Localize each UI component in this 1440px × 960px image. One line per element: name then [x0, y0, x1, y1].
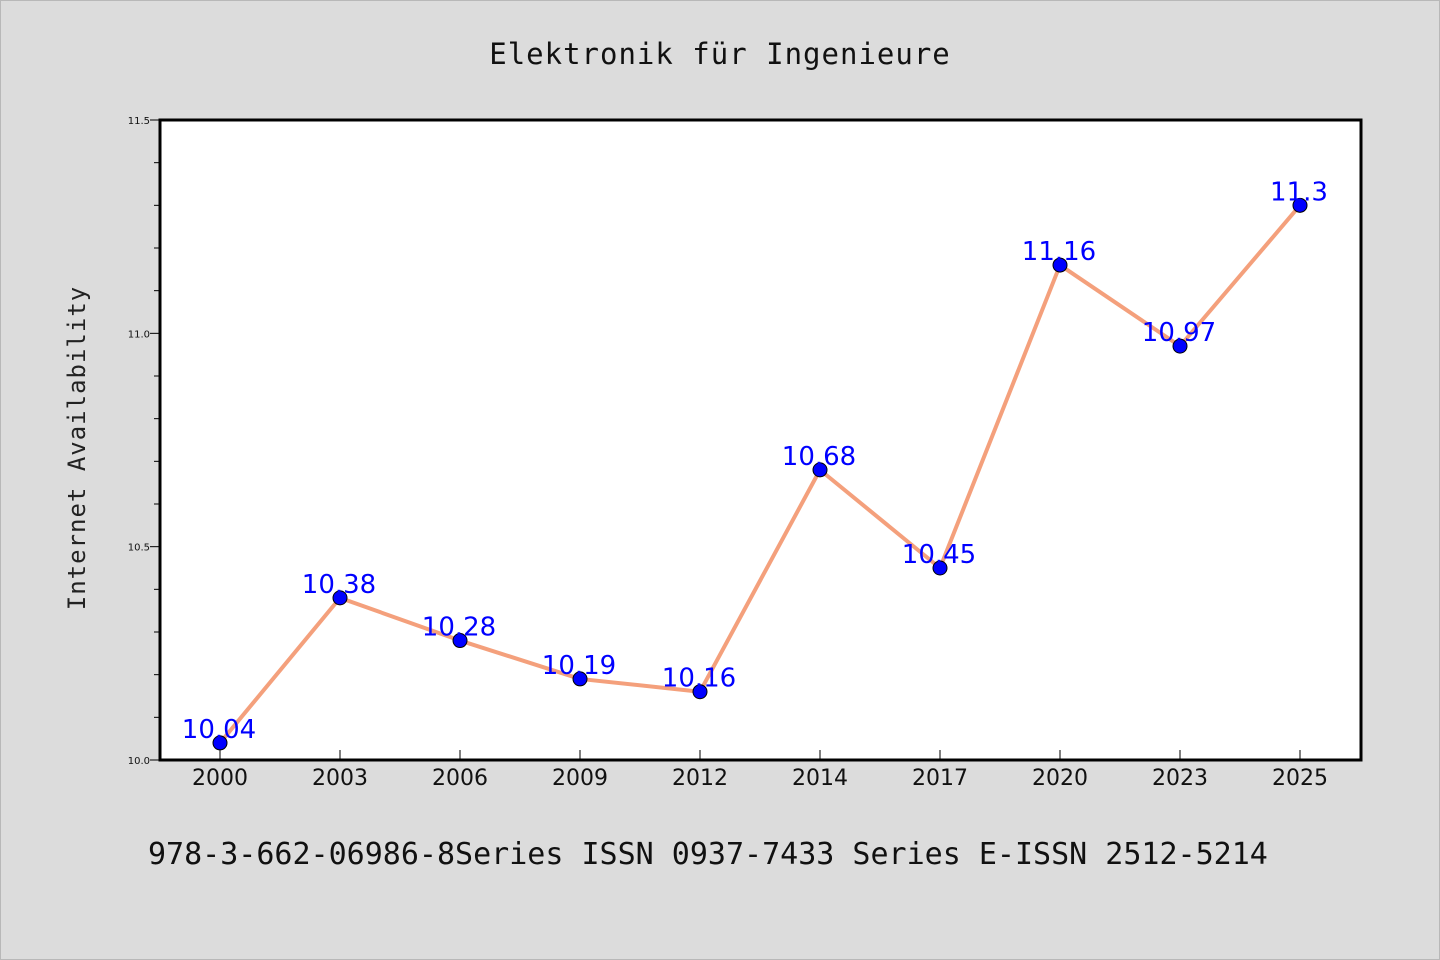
data-point-marker — [1172, 338, 1188, 354]
x-tick-label: 2017 — [912, 766, 968, 791]
data-label: 10.97 — [1142, 318, 1216, 348]
data-label: 10.04 — [182, 715, 256, 745]
x-tick-label: 2025 — [1272, 766, 1328, 791]
data-label: 10.68 — [782, 442, 856, 472]
x-tick-label: 2009 — [552, 766, 608, 791]
y-tick-label: 10.0 — [128, 756, 150, 767]
data-label: 10.45 — [902, 540, 976, 570]
plot-border — [158, 118, 1363, 762]
x-axis-ticks: 2000 2003 2006 2009 2012 2014 2017 2020 2023 2025 — [192, 750, 1328, 791]
y-axis-ticks: 10.0 10.5 11.0 11.5 — [128, 116, 159, 767]
data-point-marker — [452, 633, 468, 649]
data-label: 10.38 — [302, 570, 376, 600]
data-point-marker — [212, 735, 228, 751]
data-point-marker — [1292, 197, 1308, 213]
data-label: 10.28 — [422, 613, 496, 643]
data-point-marker — [1052, 257, 1068, 273]
y-tick-label: 11.0 — [128, 329, 150, 340]
plot-area — [160, 120, 1361, 760]
x-tick-label: 2012 — [672, 766, 728, 791]
data-label: 10.19 — [542, 651, 616, 681]
data-point-marker — [332, 590, 348, 606]
x-tick-label: 2020 — [1032, 766, 1088, 791]
series-markers — [212, 197, 1308, 751]
data-point-marker — [692, 684, 708, 700]
data-label: 11.16 — [1022, 237, 1096, 267]
chart-title: Elektronik für Ingenieure — [489, 37, 951, 71]
data-labels: 10.04 10.38 10.28 10.19 10.16 10.68 10.45 11.16… — [182, 177, 1328, 745]
data-label: 10.16 — [662, 664, 736, 694]
data-label: 11.3 — [1270, 177, 1328, 207]
y-tick-label: 11.5 — [128, 116, 150, 127]
footer-isbn-issn: 978-3-662-06986-8Series ISSN 0937-7433 S… — [148, 837, 1268, 872]
y-axis-label: Internet Availability — [63, 286, 91, 610]
series-line — [218, 203, 1302, 745]
data-point-marker — [812, 462, 828, 478]
y-tick-label: 10.5 — [128, 543, 150, 554]
data-point-marker — [932, 560, 948, 576]
x-tick-label: 2023 — [1152, 766, 1208, 791]
y-minor-ticks — [154, 162, 159, 718]
x-tick-label: 2006 — [432, 766, 488, 791]
x-tick-label: 2014 — [792, 766, 848, 791]
data-point-marker — [572, 671, 588, 687]
x-tick-label: 2003 — [312, 766, 368, 791]
x-tick-label: 2000 — [192, 766, 248, 791]
